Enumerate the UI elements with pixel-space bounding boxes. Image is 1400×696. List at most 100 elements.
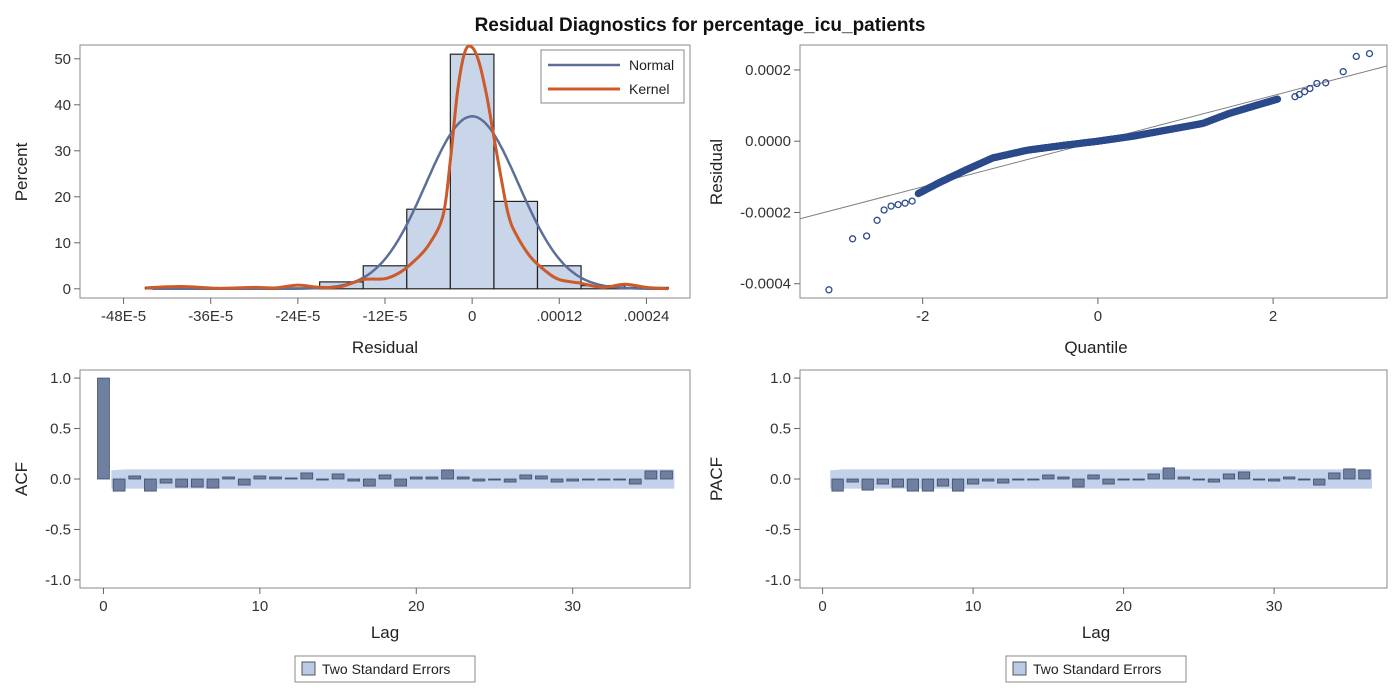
pacf-panel: -1.0 -0.5 0.0 0.5 1.0 0 10 20 30 Lag PACF Two S… — [707, 369, 1388, 683]
qq-point — [894, 200, 902, 209]
pacf-bar — [966, 478, 980, 485]
acf-legend-box — [294, 655, 476, 683]
histogram-y-label: Percent — [12, 142, 31, 201]
acf-bar — [347, 478, 361, 482]
histogram-y-tick-label: 40 — [54, 97, 71, 114]
acf-bar — [441, 469, 454, 480]
acf-legend-label: Two Standard Errors — [322, 661, 450, 677]
pacf-y-axis: -1.0 -0.5 0.0 0.5 1.0 — [765, 370, 800, 589]
acf-x-tick-label: 30 — [564, 598, 581, 615]
pacf-x-tick-label: 0 — [818, 598, 826, 615]
acf-bar — [425, 476, 439, 480]
pacf-legend-box — [1005, 655, 1187, 683]
histogram-x-label: Residual — [352, 338, 418, 357]
pacf-bar — [1328, 472, 1341, 480]
qq-point — [1300, 88, 1309, 96]
qq-point — [1273, 95, 1282, 103]
kernel-density-curve — [145, 44, 669, 291]
histogram-panel: 0 10 20 30 40 50 -48E-5 -36E-5 -24E-5 -12E-5 0 .00… — [12, 44, 691, 357]
acf-y-tick-label: 1.0 — [50, 370, 71, 387]
qq-x-axis: -2 0 2 — [916, 298, 1277, 325]
acf-bar — [206, 478, 220, 489]
qq-point — [1313, 79, 1321, 88]
pacf-bar — [1252, 478, 1266, 481]
histogram-x-tick-label: .00024 — [623, 308, 669, 325]
qq-x-tick-label: 2 — [1269, 308, 1277, 325]
histogram-bar — [493, 200, 539, 290]
pacf-bar — [1072, 478, 1085, 488]
qq-point — [887, 202, 895, 210]
pacf-bar — [982, 478, 995, 482]
histogram-y-tick-label: 20 — [54, 189, 71, 206]
acf-bar — [409, 476, 423, 480]
acf-bar — [613, 478, 626, 481]
qq-point — [862, 232, 871, 240]
pacf-y-tick-label: -0.5 — [765, 521, 791, 538]
acf-y-label: ACF — [12, 462, 31, 496]
qq-points — [825, 49, 1374, 294]
pacf-y-tick-label: 0.5 — [770, 421, 791, 438]
acf-bar — [363, 478, 376, 487]
pacf-x-axis: 0 10 20 30 — [818, 588, 1282, 615]
qq-x-tick-label: 0 — [1094, 308, 1102, 325]
pacf-bar — [1283, 476, 1296, 480]
acf-bar — [644, 470, 658, 480]
pacf-legend-swatch — [1012, 661, 1027, 676]
pacf-bar — [1267, 478, 1281, 482]
qq-point — [1365, 49, 1374, 58]
histogram-y-tick-label: 10 — [54, 235, 71, 252]
qq-point — [1322, 79, 1330, 87]
pacf-x-tick-label: 20 — [1115, 598, 1132, 615]
acf-legend: Two Standard Errors — [294, 655, 476, 683]
acf-bar — [316, 478, 329, 481]
qq-y-axis: -0.0004 -0.0002 0.0000 0.0002 — [740, 62, 800, 293]
pacf-x-label: Lag — [1082, 623, 1110, 642]
acf-bar — [550, 478, 564, 483]
acf-x-axis: 0 10 20 30 — [99, 588, 581, 615]
histogram-x-tick-label: 0 — [468, 308, 476, 325]
acf-bar — [566, 478, 580, 482]
pacf-bar — [997, 478, 1010, 484]
pacf-legend: Two Standard Errors — [1005, 655, 1187, 683]
acf-bar — [222, 476, 235, 480]
acf-bars — [97, 377, 673, 492]
acf-y-axis: -1.0 -0.5 0.0 0.5 1.0 — [45, 370, 80, 589]
pacf-bar — [1147, 473, 1160, 480]
qq-point — [848, 235, 857, 243]
qq-panel: -0.0004 -0.0002 0.0000 0.0002 -2 0 2 Quantile… — [707, 44, 1388, 357]
legend-normal-label: Normal — [629, 57, 674, 73]
histogram-y-tick-label: 30 — [54, 143, 71, 160]
acf-bar — [284, 477, 298, 480]
histogram-x-tick-label: -24E-5 — [275, 308, 320, 325]
acf-bar — [472, 478, 486, 482]
qq-point — [1352, 52, 1360, 61]
acf-x-tick-label: 0 — [99, 598, 107, 615]
acf-x-tick-label: 20 — [408, 598, 425, 615]
pacf-legend-label: Two Standard Errors — [1033, 661, 1161, 677]
acf-bar — [488, 478, 501, 481]
qq-y-tick-label: -0.0002 — [740, 204, 791, 221]
acf-bar — [597, 478, 611, 481]
pacf-bar — [1237, 471, 1251, 480]
acf-bar — [175, 478, 189, 488]
qq-y-label: Residual — [707, 139, 726, 205]
histogram-y-tick-label: 0 — [63, 281, 71, 298]
histogram-x-tick-label: -12E-5 — [362, 308, 407, 325]
histogram-x-tick-label: -48E-5 — [101, 308, 146, 325]
histogram-x-axis: -48E-5 -36E-5 -24E-5 -12E-5 0 .00012 .00024 — [101, 298, 669, 325]
acf-bar — [159, 478, 173, 484]
pacf-bar — [1343, 468, 1356, 480]
acf-bar — [237, 478, 251, 486]
histogram-x-tick-label: .00012 — [536, 308, 582, 325]
acf-bar — [331, 473, 345, 480]
legend-box — [540, 49, 685, 104]
acf-x-tick-label: 10 — [252, 598, 269, 615]
legend-kernel-label: Kernel — [629, 81, 669, 97]
acf-bar — [535, 475, 548, 480]
qq-point — [908, 197, 916, 205]
pacf-bar — [846, 478, 859, 483]
pacf-bar — [1012, 478, 1025, 481]
acf-bar — [144, 478, 157, 492]
pacf-bar — [1027, 478, 1040, 481]
